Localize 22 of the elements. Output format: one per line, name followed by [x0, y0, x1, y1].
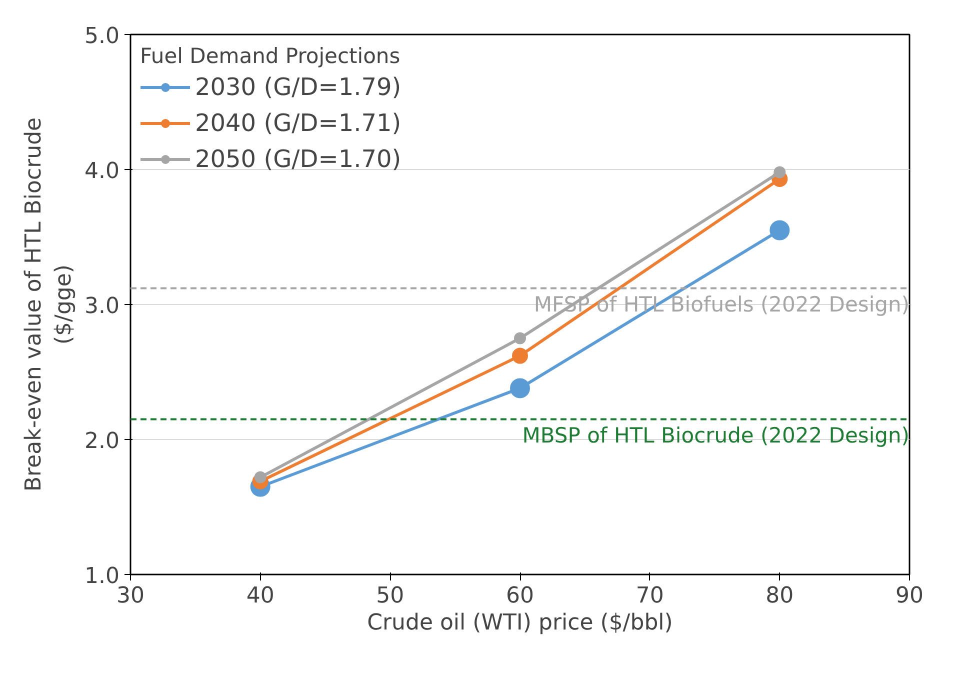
x-tick-label: 60: [506, 584, 534, 608]
x-axis-title: Crude oil (WTI) price ($/bbl): [367, 610, 673, 636]
x-tick-label: 50: [376, 584, 404, 608]
x-tick-label: 90: [896, 584, 924, 608]
x-tick-label: 70: [636, 584, 664, 608]
y-tick-label: 5.0: [84, 24, 120, 49]
point: [770, 220, 790, 240]
y-tick-label: 3.0: [84, 294, 120, 319]
ref-line-label: MBSP of HTL Biocrude (2022 Design): [522, 423, 910, 448]
point: [774, 166, 786, 178]
y-tick-label: 4.0: [84, 159, 120, 184]
x-tick-label: 40: [246, 584, 274, 608]
x-tick-label: 80: [766, 584, 794, 608]
point: [514, 332, 526, 344]
y-axis-title: Break-even value of HTL Biocrude ($/gge): [22, 117, 77, 492]
point: [510, 378, 530, 398]
legend-label: 2050 (G/D=1.70): [195, 145, 402, 173]
legend-label: 2030 (G/D=1.79): [195, 73, 402, 101]
y-tick-label: 2.0: [84, 429, 120, 454]
legend-title: Fuel Demand Projections: [140, 44, 402, 68]
point: [512, 348, 528, 364]
legend-label: 2040 (G/D=1.71): [195, 109, 402, 137]
